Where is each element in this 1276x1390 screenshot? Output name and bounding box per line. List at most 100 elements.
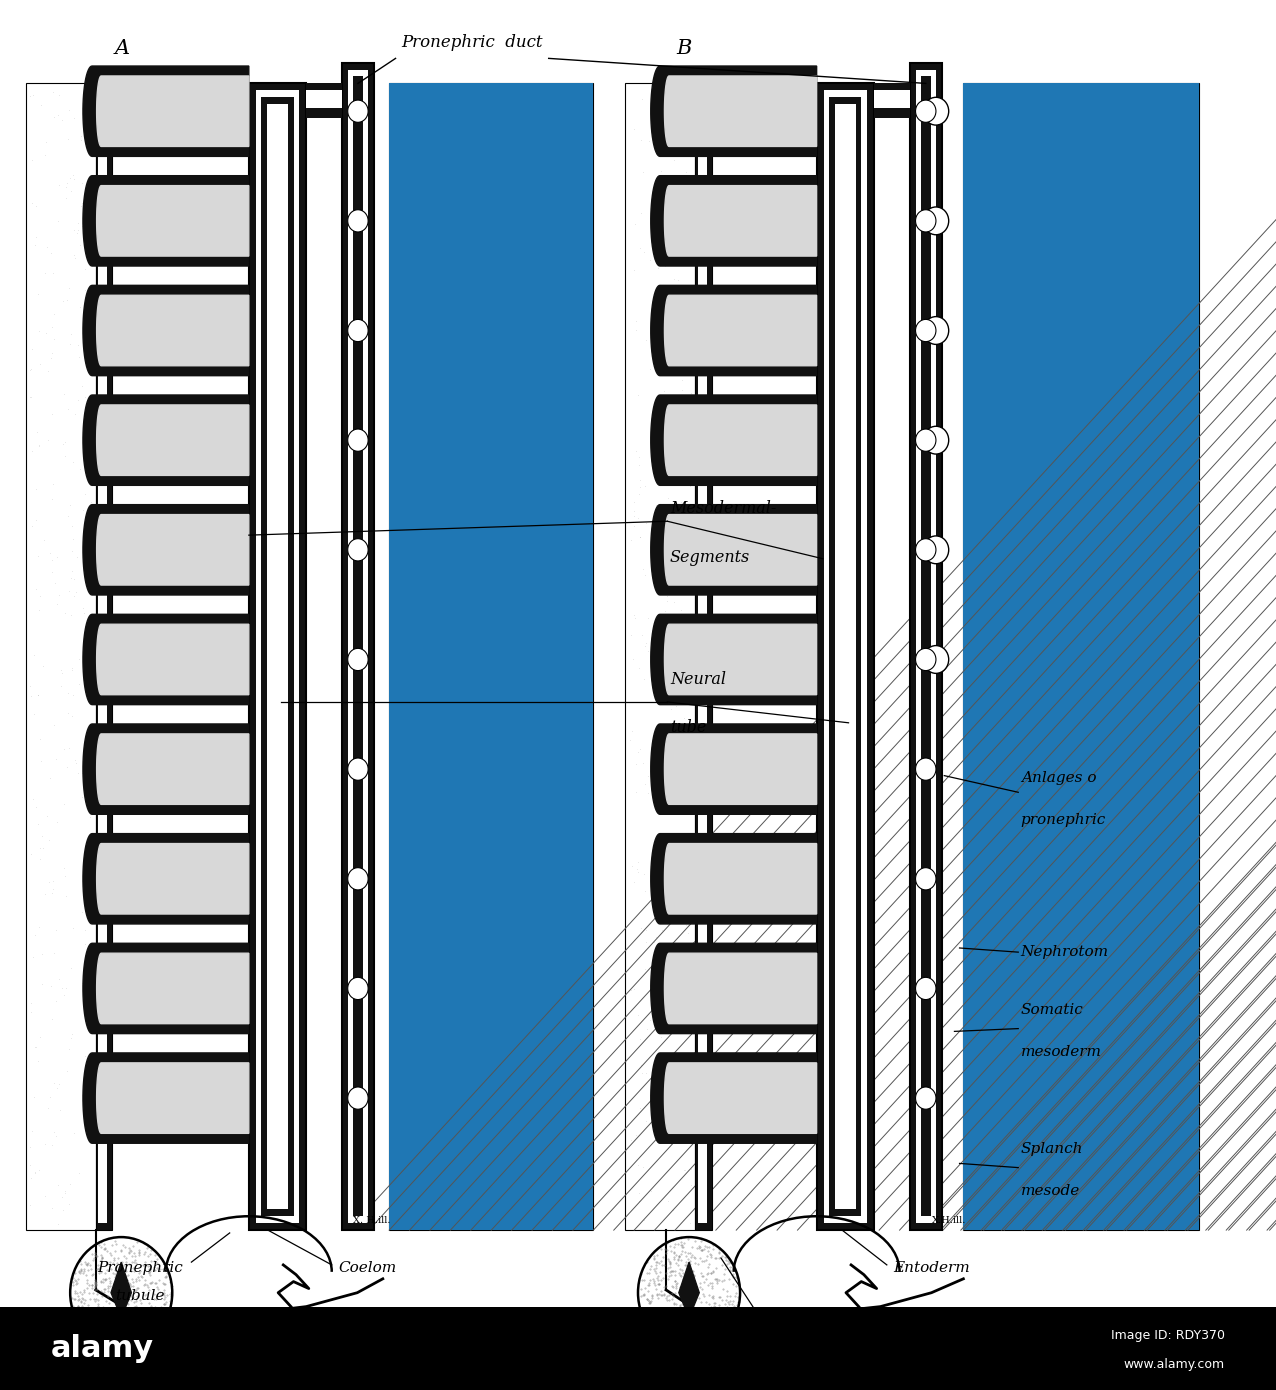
Circle shape (347, 100, 369, 122)
Point (670, 423, 690, 445)
Point (69, 923, 89, 945)
Point (75, 138, 96, 160)
Point (43, 227, 64, 249)
Point (669, 802, 689, 824)
Point (621, 95, 642, 117)
Point (675, 509, 695, 531)
Point (656, 153, 676, 175)
Point (28, 827, 48, 849)
Point (26, 357, 46, 379)
Point (679, 566, 699, 588)
Point (61, 753, 82, 776)
Point (637, 792, 657, 815)
Point (681, 855, 702, 877)
Point (644, 150, 665, 172)
Text: Notochord: Notochord (709, 1307, 791, 1320)
Point (627, 146, 647, 168)
Point (33, 780, 54, 802)
Point (48, 959, 69, 981)
Point (657, 1169, 678, 1191)
Point (31, 966, 51, 988)
Point (674, 938, 694, 960)
Point (36, 461, 56, 484)
Point (29, 917, 50, 940)
Polygon shape (97, 1063, 249, 1133)
Point (661, 680, 681, 702)
Point (641, 115, 661, 138)
Point (20, 392, 41, 414)
Point (19, 110, 40, 132)
Point (634, 170, 655, 192)
Polygon shape (665, 954, 817, 1023)
Polygon shape (665, 76, 817, 146)
Point (639, 296, 660, 318)
Point (77, 1144, 97, 1166)
Point (31, 246, 51, 268)
Point (60, 311, 80, 334)
Point (680, 571, 701, 594)
Point (665, 1202, 685, 1225)
Text: Mesodermal-: Mesodermal- (670, 500, 776, 517)
Circle shape (923, 207, 948, 235)
Point (57, 878, 78, 901)
Point (637, 595, 657, 617)
Point (649, 585, 670, 607)
Point (625, 1042, 646, 1065)
Polygon shape (651, 395, 817, 485)
Point (646, 324, 666, 346)
Point (641, 335, 661, 357)
Point (45, 363, 65, 385)
Polygon shape (651, 724, 817, 815)
Point (632, 145, 652, 167)
Text: A: A (115, 39, 130, 58)
Point (77, 463, 97, 485)
Polygon shape (651, 175, 817, 265)
Point (624, 773, 644, 795)
Point (647, 585, 667, 607)
Point (676, 243, 697, 265)
Point (657, 414, 678, 436)
Circle shape (347, 648, 369, 670)
Point (42, 254, 63, 277)
Point (629, 1177, 649, 1200)
Point (27, 556, 47, 578)
Circle shape (923, 645, 948, 673)
Point (643, 666, 664, 688)
Point (629, 837, 649, 859)
Point (75, 234, 96, 256)
Polygon shape (83, 724, 249, 815)
Point (678, 172, 698, 195)
Point (45, 236, 65, 259)
Text: pronephric: pronephric (1021, 813, 1106, 827)
Point (664, 288, 684, 310)
Point (34, 225, 55, 247)
Point (646, 146, 666, 168)
Point (671, 934, 692, 956)
Point (77, 288, 97, 310)
Bar (874, 83, 910, 118)
Point (29, 527, 50, 549)
Point (54, 559, 74, 581)
Text: www.alamy.com: www.alamy.com (1124, 1358, 1225, 1372)
Point (22, 227, 42, 249)
Point (45, 1059, 65, 1081)
Point (78, 92, 98, 114)
Point (71, 759, 92, 781)
Point (634, 96, 655, 118)
Point (70, 189, 91, 211)
Point (23, 592, 43, 614)
Point (68, 480, 88, 502)
Text: Neural: Neural (670, 671, 726, 688)
Point (624, 691, 644, 713)
Point (630, 90, 651, 113)
Polygon shape (665, 844, 817, 915)
Point (674, 446, 694, 468)
Point (56, 189, 77, 211)
Point (51, 1201, 71, 1223)
Circle shape (347, 758, 369, 780)
Point (678, 1097, 698, 1119)
Point (45, 202, 65, 224)
Point (664, 407, 684, 430)
Point (41, 1105, 61, 1127)
Point (664, 197, 684, 220)
